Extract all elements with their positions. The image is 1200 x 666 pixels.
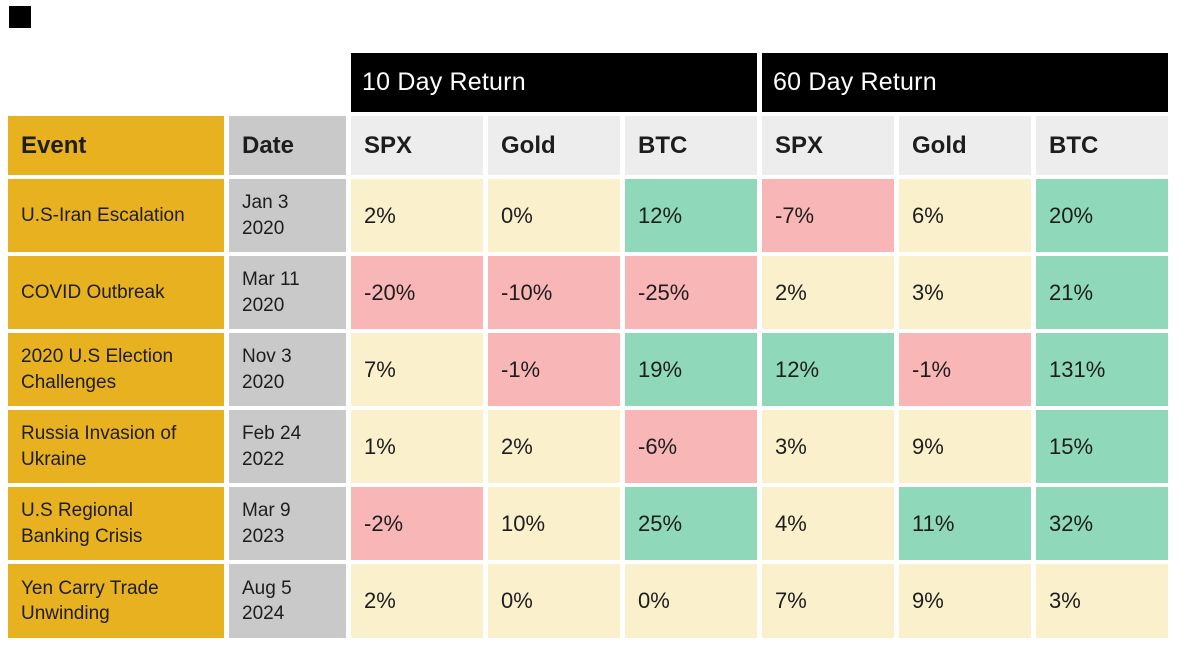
date-cell: Feb 24 2022 <box>229 410 346 483</box>
value-cell: 12% <box>762 333 894 406</box>
value-cell: -1% <box>899 333 1031 406</box>
value-cell: 0% <box>625 564 757 638</box>
value-cell: 4% <box>762 487 894 560</box>
group-header-spacer <box>8 53 346 112</box>
group-header-60-day: 60 Day Return <box>762 53 1168 112</box>
value-cell: 2% <box>351 564 483 638</box>
value-cell: -10% <box>488 256 620 329</box>
date-cell: Aug 5 2024 <box>229 564 346 638</box>
event-cell: Russia Invasion of Ukraine <box>8 410 224 483</box>
value-cell: -2% <box>351 487 483 560</box>
value-cell: 10% <box>488 487 620 560</box>
value-cell: 9% <box>899 410 1031 483</box>
event-cell: U.S-Iran Escalation <box>8 179 224 252</box>
value-cell: 3% <box>899 256 1031 329</box>
date-cell: Mar 9 2023 <box>229 487 346 560</box>
event-cell: U.S Regional Banking Crisis <box>8 487 224 560</box>
col-header-btc-10d: BTC <box>625 116 757 175</box>
value-cell: -7% <box>762 179 894 252</box>
value-cell: 1% <box>351 410 483 483</box>
value-cell: 21% <box>1036 256 1168 329</box>
date-cell: Nov 3 2020 <box>229 333 346 406</box>
value-cell: 25% <box>625 487 757 560</box>
value-cell: 2% <box>488 410 620 483</box>
value-cell: 15% <box>1036 410 1168 483</box>
value-cell: 19% <box>625 333 757 406</box>
event-returns-table: 10 Day Return 60 Day Return Event Date SPX Go… <box>8 53 1168 638</box>
col-header-spx-10d: SPX <box>351 116 483 175</box>
group-header-10-day: 10 Day Return <box>351 53 757 112</box>
value-cell: -25% <box>625 256 757 329</box>
value-cell: 32% <box>1036 487 1168 560</box>
value-cell: 131% <box>1036 333 1168 406</box>
col-header-btc-60d: BTC <box>1036 116 1168 175</box>
value-cell: 9% <box>899 564 1031 638</box>
value-cell: 0% <box>488 564 620 638</box>
value-cell: 11% <box>899 487 1031 560</box>
col-header-spx-60d: SPX <box>762 116 894 175</box>
corner-logo-square <box>9 6 31 28</box>
event-cell: 2020 U.S Election Challenges <box>8 333 224 406</box>
value-cell: 7% <box>762 564 894 638</box>
value-cell: 2% <box>351 179 483 252</box>
value-cell: -1% <box>488 333 620 406</box>
date-cell: Mar 11 2020 <box>229 256 346 329</box>
col-header-event: Event <box>8 116 224 175</box>
value-cell: 3% <box>1036 564 1168 638</box>
value-cell: 6% <box>899 179 1031 252</box>
col-header-gold-10d: Gold <box>488 116 620 175</box>
col-header-gold-60d: Gold <box>899 116 1031 175</box>
col-header-date: Date <box>229 116 346 175</box>
value-cell: 12% <box>625 179 757 252</box>
value-cell: 7% <box>351 333 483 406</box>
value-cell: 2% <box>762 256 894 329</box>
value-cell: 0% <box>488 179 620 252</box>
value-cell: -20% <box>351 256 483 329</box>
event-cell: COVID Outbreak <box>8 256 224 329</box>
value-cell: 3% <box>762 410 894 483</box>
event-cell: Yen Carry Trade Unwinding <box>8 564 224 638</box>
value-cell: 20% <box>1036 179 1168 252</box>
date-cell: Jan 3 2020 <box>229 179 346 252</box>
value-cell: -6% <box>625 410 757 483</box>
